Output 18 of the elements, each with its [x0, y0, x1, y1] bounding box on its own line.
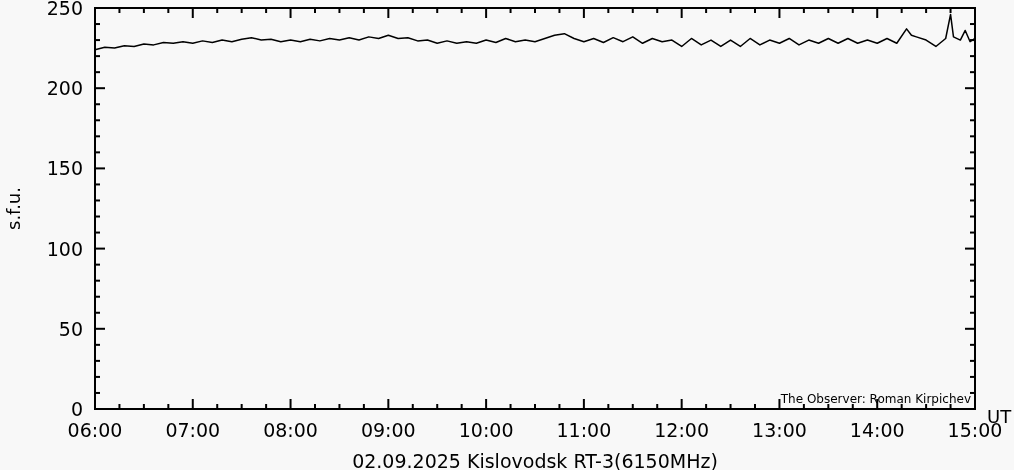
x-axis-title: 02.09.2025 Kislovodsk RT-3(6150MHz)	[352, 450, 718, 470]
y-tick-label: 100	[46, 237, 83, 260]
x-tick-label: 11:00	[556, 419, 612, 441]
y-tick-label: 150	[46, 157, 83, 180]
x-tick-label: 06:00	[67, 419, 123, 441]
x-tick-label: 07:00	[165, 419, 221, 441]
y-tick-label: 250	[46, 0, 83, 19]
y-tick-label: 0	[70, 398, 83, 420]
x-tick-label: 13:00	[752, 419, 807, 441]
x-tick-label: 08:00	[263, 419, 318, 441]
y-tick-label: 200	[46, 77, 83, 100]
y-axis-title: s.f.u.	[3, 187, 24, 230]
x-tick-label: 10:00	[458, 419, 514, 441]
annotation: The Observer: Roman Kirpichev	[779, 392, 971, 406]
x-tick-label: 12:00	[654, 419, 710, 441]
x-tick-label: 14:00	[849, 419, 905, 441]
y-tick-label: 50	[58, 317, 83, 340]
x-tick-label: 09:00	[360, 419, 416, 441]
